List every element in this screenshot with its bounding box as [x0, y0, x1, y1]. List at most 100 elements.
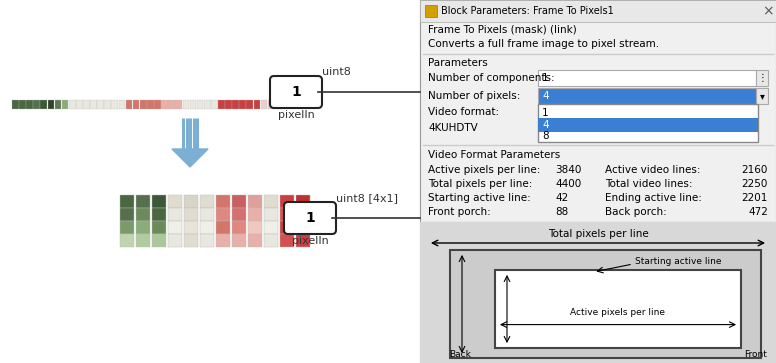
Bar: [420, 0, 776, 22]
Text: 2160: 2160: [742, 165, 768, 175]
Text: ⋮: ⋮: [757, 73, 767, 83]
Bar: [232, 100, 239, 109]
Bar: [120, 208, 133, 220]
Bar: [538, 104, 758, 142]
Bar: [200, 208, 213, 220]
Text: ×: ×: [762, 4, 774, 18]
Bar: [62, 100, 68, 109]
Text: Front: Front: [744, 350, 767, 359]
Text: 1: 1: [305, 211, 315, 225]
Bar: [239, 100, 246, 109]
Bar: [268, 100, 275, 109]
Text: 2250: 2250: [742, 179, 768, 189]
Text: Video Format Parameters: Video Format Parameters: [428, 150, 560, 160]
Text: 42: 42: [555, 193, 568, 203]
Bar: [200, 195, 213, 208]
Text: 88: 88: [555, 207, 568, 217]
Bar: [140, 100, 147, 109]
Bar: [280, 234, 293, 246]
Bar: [296, 234, 310, 246]
Bar: [189, 100, 196, 109]
FancyBboxPatch shape: [284, 202, 336, 234]
Text: Front porch:: Front porch:: [428, 207, 490, 217]
Text: 4: 4: [542, 120, 549, 130]
Bar: [47, 100, 54, 109]
Bar: [756, 88, 768, 104]
Bar: [90, 100, 97, 109]
Bar: [97, 100, 104, 109]
Bar: [184, 221, 198, 233]
Bar: [264, 208, 278, 220]
Text: Total pixels per line: Total pixels per line: [548, 229, 649, 239]
Bar: [182, 100, 189, 109]
Text: Video format:: Video format:: [428, 107, 499, 117]
Bar: [248, 195, 262, 208]
Text: 2201: 2201: [742, 193, 768, 203]
Bar: [152, 221, 165, 233]
Text: Parameters: Parameters: [428, 58, 488, 68]
Text: 1: 1: [291, 85, 301, 99]
Bar: [264, 234, 278, 246]
Text: Total video lines:: Total video lines:: [605, 179, 692, 189]
Text: Active video lines:: Active video lines:: [605, 165, 701, 175]
Text: Frame To Pixels (mask) (link): Frame To Pixels (mask) (link): [428, 25, 577, 35]
Bar: [152, 234, 165, 246]
Text: uint8 [4x1]: uint8 [4x1]: [336, 193, 398, 203]
Bar: [154, 100, 161, 109]
Bar: [538, 70, 756, 86]
Bar: [26, 100, 33, 109]
Bar: [225, 100, 232, 109]
Bar: [420, 0, 776, 363]
FancyBboxPatch shape: [270, 76, 322, 108]
Bar: [112, 100, 118, 109]
Bar: [200, 234, 213, 246]
Text: Active pixels per line: Active pixels per line: [570, 309, 666, 317]
Text: Converts a full frame image to pixel stream.: Converts a full frame image to pixel str…: [428, 39, 659, 49]
Bar: [83, 100, 90, 109]
Bar: [168, 208, 182, 220]
Text: 4: 4: [542, 91, 549, 101]
Bar: [204, 100, 210, 109]
Text: pixelIn: pixelIn: [292, 236, 328, 246]
Bar: [133, 100, 140, 109]
Text: 3840: 3840: [555, 165, 581, 175]
Bar: [197, 100, 203, 109]
Text: Block Parameters: Frame To Pixels1: Block Parameters: Frame To Pixels1: [441, 6, 614, 16]
Polygon shape: [172, 149, 208, 167]
Bar: [275, 100, 282, 109]
Bar: [296, 195, 310, 208]
Bar: [168, 221, 182, 233]
Text: ▾: ▾: [760, 91, 764, 101]
Bar: [232, 221, 245, 233]
Bar: [136, 234, 150, 246]
Bar: [264, 195, 278, 208]
Bar: [232, 195, 245, 208]
Bar: [216, 234, 230, 246]
Bar: [184, 208, 198, 220]
Bar: [152, 208, 165, 220]
Bar: [247, 100, 253, 109]
Bar: [0, 0, 420, 363]
Bar: [211, 100, 217, 109]
Bar: [126, 100, 133, 109]
Bar: [136, 195, 150, 208]
Bar: [538, 118, 758, 132]
Bar: [248, 208, 262, 220]
Bar: [232, 234, 245, 246]
Bar: [216, 221, 230, 233]
Bar: [136, 208, 150, 220]
Bar: [184, 234, 198, 246]
Bar: [168, 195, 182, 208]
Bar: [756, 70, 768, 86]
Bar: [216, 208, 230, 220]
Bar: [120, 234, 133, 246]
Text: Starting active line: Starting active line: [635, 257, 722, 266]
Bar: [161, 100, 168, 109]
Text: uint8: uint8: [322, 67, 351, 77]
Bar: [175, 100, 182, 109]
Bar: [69, 100, 75, 109]
Bar: [152, 195, 165, 208]
Bar: [280, 221, 293, 233]
Text: 472: 472: [748, 207, 768, 217]
Bar: [119, 100, 125, 109]
